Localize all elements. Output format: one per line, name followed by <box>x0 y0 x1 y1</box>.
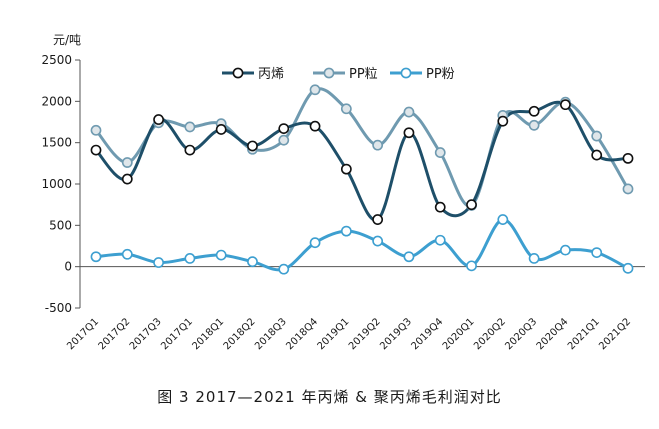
y-tick-labels: 2500 2000 1500 1000 500 0 -500 <box>41 53 72 315</box>
data-point-propylene <box>215 124 227 135</box>
axes <box>75 59 645 309</box>
figure-caption: 图 3 2017—2021 年丙烯 & 聚丙烯毛利润对比 <box>157 388 502 406</box>
x-tick-label: 2019Q3 <box>378 316 414 352</box>
series-line-propylene <box>94 100 630 222</box>
y-tick-label: -500 <box>45 301 72 315</box>
data-point-pp-powder <box>121 248 133 260</box>
legend-marker-propylene <box>232 67 244 79</box>
data-point-pp-powder <box>403 251 415 263</box>
x-tick-label: 2018Q1 <box>190 316 226 352</box>
series-markers <box>90 84 634 275</box>
data-point-pp-powder <box>278 263 290 275</box>
data-point-pp-powder <box>153 257 164 268</box>
data-point-pp-pellet <box>622 183 634 195</box>
data-point-pp-pellet <box>372 139 384 151</box>
data-point-propylene <box>372 214 384 225</box>
y-tick-label: 0 <box>64 260 72 274</box>
legend-label-pp-pellet: PP粒 <box>349 67 378 82</box>
x-tick-label: 2020Q1 <box>441 316 477 352</box>
y-tick-label: 1000 <box>41 177 72 191</box>
y-tick-label: 2500 <box>41 53 72 67</box>
data-point-pp-powder <box>215 249 227 261</box>
data-point-pp-powder <box>90 251 102 263</box>
x-tick-label: 2021Q2 <box>597 316 633 352</box>
data-point-pp-pellet <box>309 84 321 96</box>
x-tick-label: 2017Q1 <box>65 316 101 352</box>
data-point-propylene <box>340 163 352 175</box>
y-tick-label: 1500 <box>41 136 72 150</box>
data-point-pp-powder <box>560 244 571 256</box>
data-point-propylene <box>622 152 634 164</box>
data-point-pp-pellet <box>403 106 415 118</box>
data-point-pp-powder <box>497 214 509 225</box>
data-point-propylene <box>247 140 258 152</box>
data-point-pp-powder <box>622 262 634 274</box>
legend-label-pp-powder: PP粉 <box>426 67 455 82</box>
x-tick-label: 2017Q1 <box>159 316 195 352</box>
legend-label-propylene: 丙烯 <box>258 67 284 82</box>
x-tick-label: 2018Q3 <box>253 316 289 352</box>
data-point-pp-powder <box>591 247 603 259</box>
data-point-pp-pellet <box>184 121 196 133</box>
y-tick-label: 2000 <box>41 94 72 108</box>
data-point-propylene <box>184 144 196 156</box>
data-point-pp-powder <box>372 235 384 247</box>
x-tick-labels: 2017Q12017Q22017Q32017Q12018Q12018Q22018… <box>65 316 633 352</box>
legend-marker-pp-powder <box>400 67 412 79</box>
data-point-propylene <box>560 99 571 111</box>
data-point-pp-powder <box>184 252 196 264</box>
data-point-pp-pellet <box>278 134 290 146</box>
x-tick-label: 2021Q1 <box>566 316 602 352</box>
y-axis-unit-label: 元/吨 <box>53 33 81 47</box>
series-lines <box>94 87 630 272</box>
legend: 丙烯 PP粒 PP粉 <box>222 67 455 82</box>
data-point-propylene <box>403 127 415 139</box>
x-tick-label: 2020Q4 <box>535 316 571 352</box>
data-point-pp-powder <box>434 234 446 246</box>
x-tick-label: 2019Q4 <box>410 316 446 352</box>
data-point-pp-pellet <box>591 130 603 142</box>
data-point-propylene <box>121 173 133 185</box>
data-point-pp-powder <box>528 252 540 264</box>
x-tick-label: 2018Q4 <box>284 316 320 352</box>
data-point-pp-powder <box>309 237 321 249</box>
data-point-propylene <box>90 144 102 156</box>
x-tick-label: 2020Q2 <box>472 316 508 352</box>
data-point-propylene <box>528 105 540 117</box>
legend-marker-pp-pellet <box>323 67 335 79</box>
data-point-propylene <box>153 114 164 125</box>
x-tick-label: 2019Q1 <box>316 316 352 352</box>
data-point-propylene <box>466 199 477 211</box>
data-point-propylene <box>278 123 290 135</box>
data-point-pp-powder <box>340 225 352 237</box>
x-tick-label: 2017Q3 <box>128 316 164 352</box>
data-point-pp-pellet <box>340 103 352 115</box>
data-point-pp-pellet <box>434 147 446 158</box>
data-point-propylene <box>434 201 446 213</box>
data-point-pp-powder <box>247 256 258 268</box>
data-point-pp-pellet <box>90 124 102 136</box>
y-tick-label: 500 <box>49 218 72 232</box>
x-tick-label: 2019Q2 <box>347 316 383 352</box>
x-tick-label: 2020Q3 <box>503 316 539 352</box>
data-point-pp-powder <box>466 260 477 272</box>
data-point-pp-pellet <box>121 157 133 168</box>
data-point-pp-pellet <box>528 119 540 131</box>
data-point-propylene <box>591 149 603 161</box>
x-tick-label: 2017Q2 <box>97 316 133 352</box>
data-point-propylene <box>309 120 321 132</box>
x-tick-label: 2018Q2 <box>222 316 258 352</box>
series-line-pp-powder <box>94 218 630 272</box>
data-point-propylene <box>497 115 509 127</box>
